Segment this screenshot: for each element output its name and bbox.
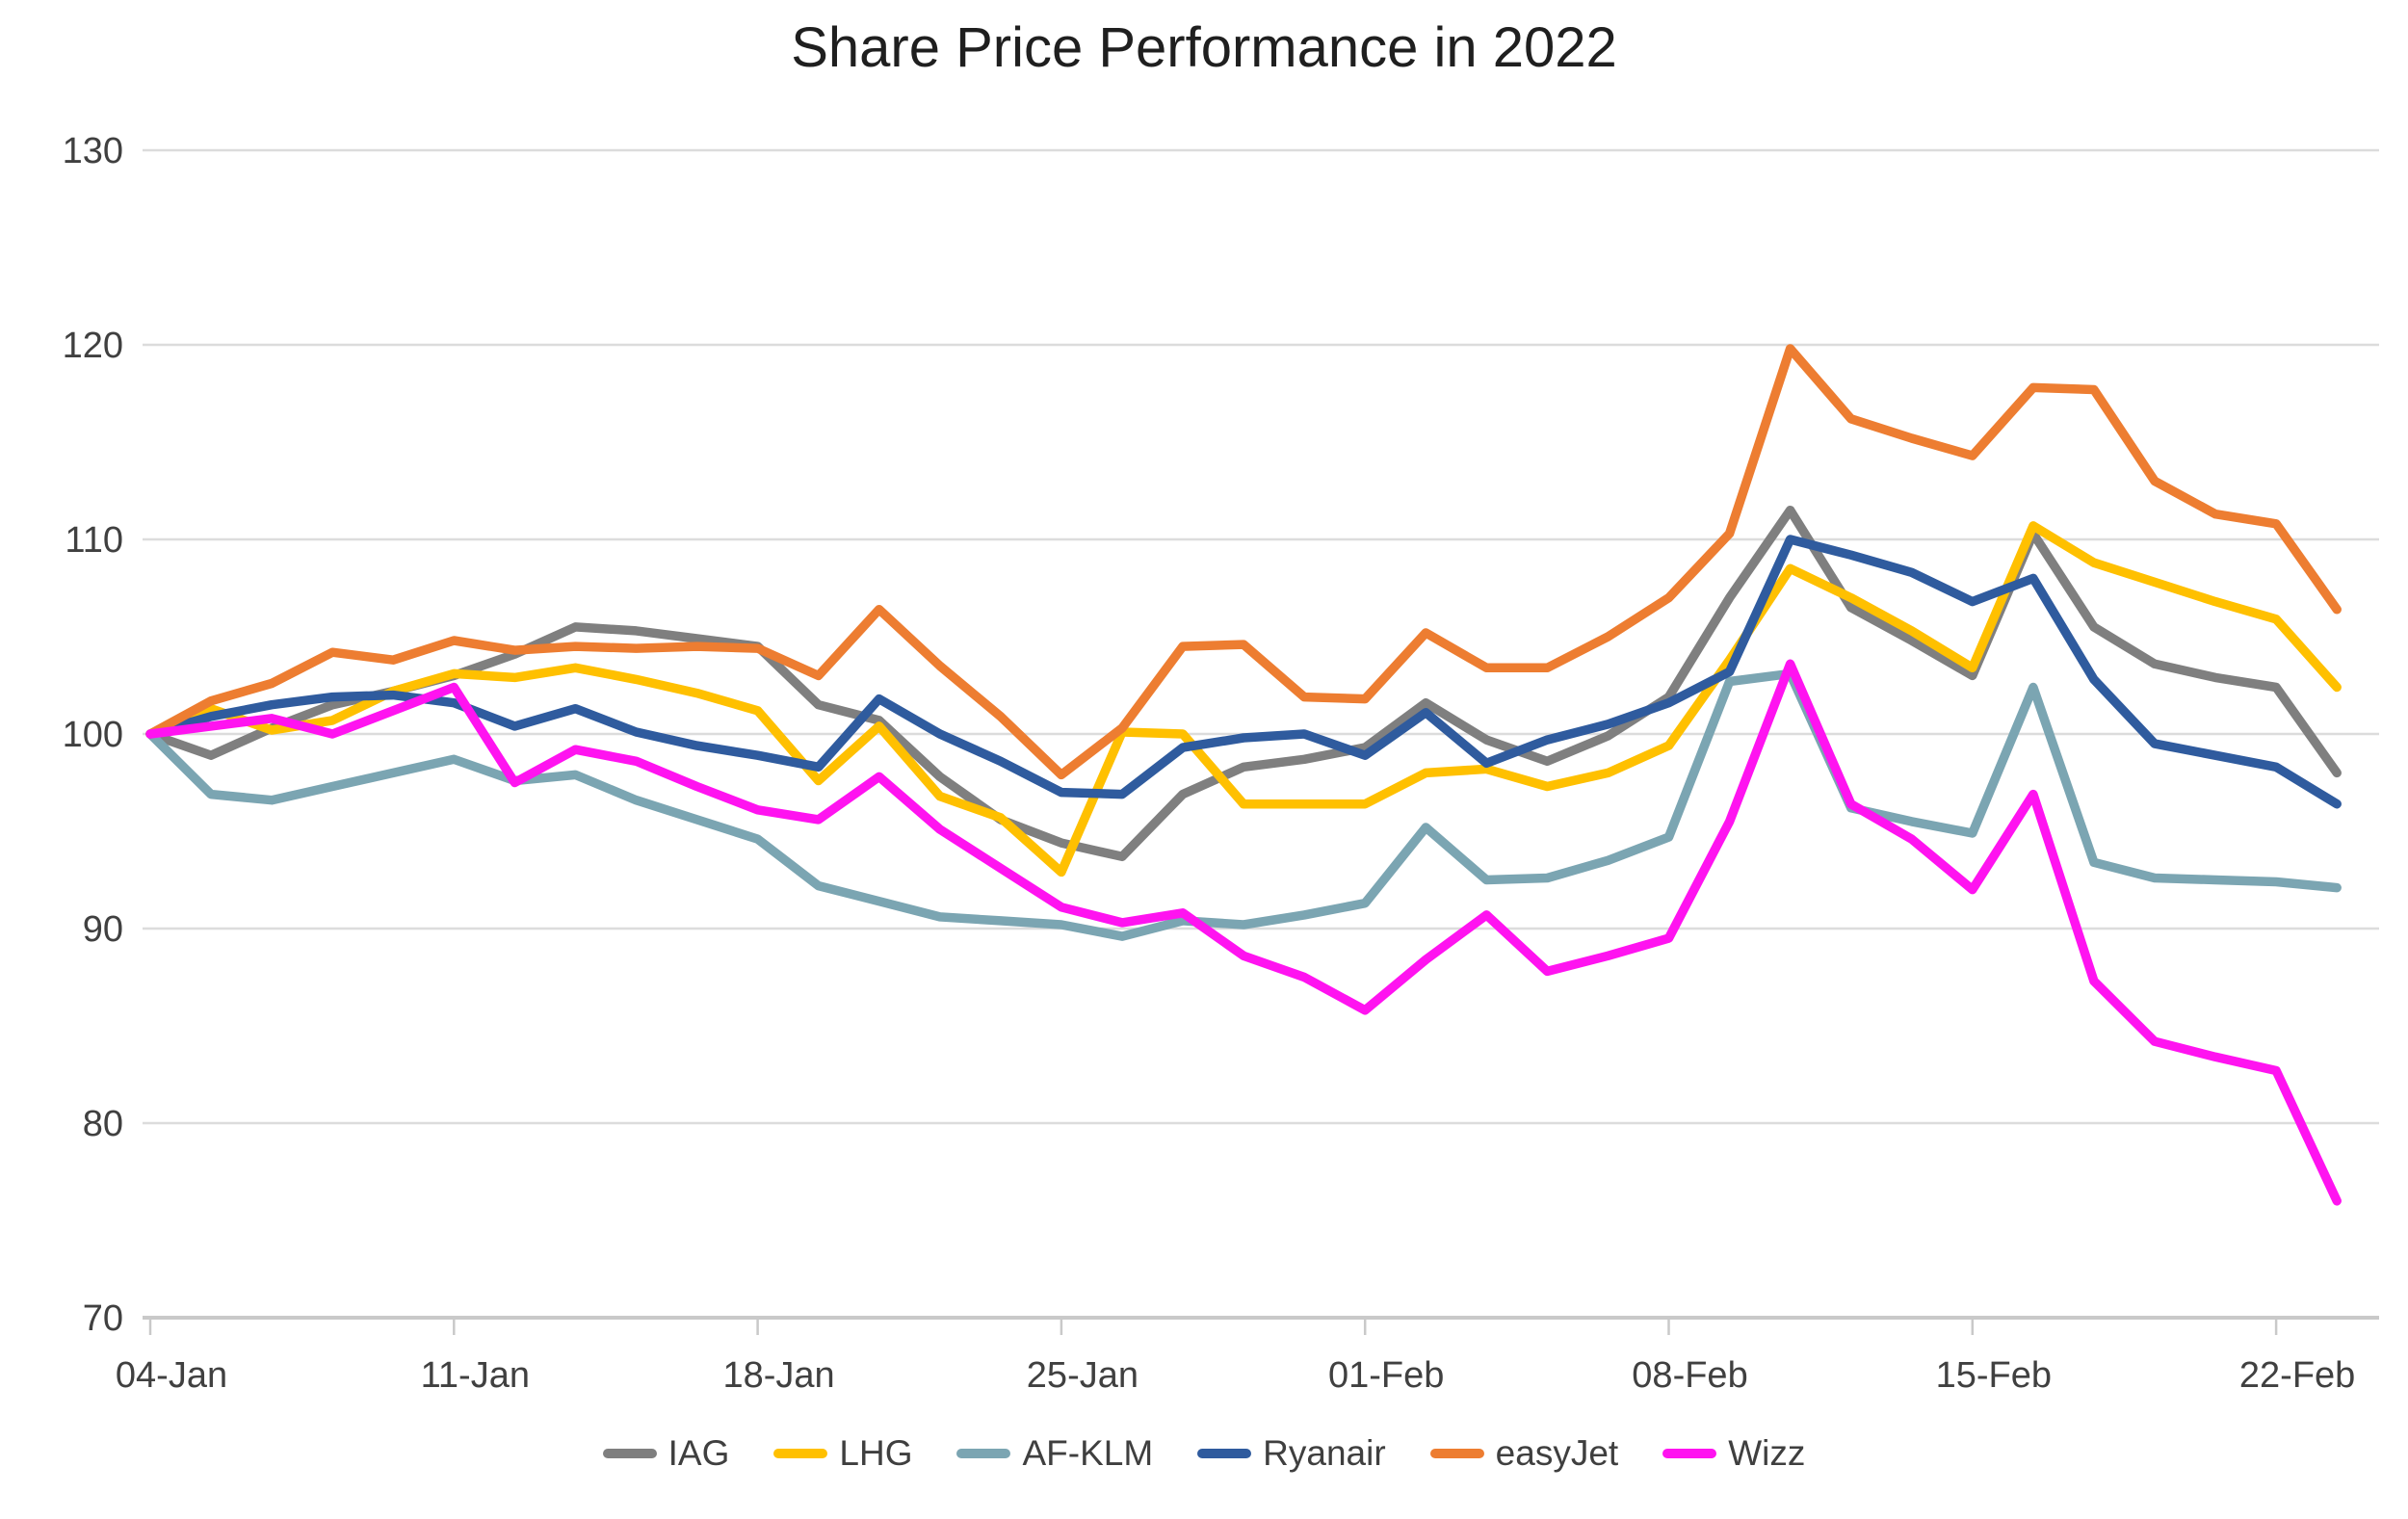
legend-swatch-icon [956, 1449, 1011, 1458]
series-line-ryanair[interactable] [145, 535, 2342, 809]
y-tick-label: 80 [83, 1104, 123, 1144]
series-line-lhg[interactable] [145, 521, 2342, 877]
legend-label: LHG [839, 1433, 913, 1473]
legend-item-easyjet[interactable]: easyJet [1429, 1433, 1619, 1474]
x-tick-label: 22-Feb [2239, 1355, 2355, 1396]
legend-label: Ryanair [1263, 1433, 1386, 1473]
x-tick-label: 04-Jan [116, 1355, 227, 1396]
legend-swatch-icon [1662, 1449, 1717, 1458]
legend-item-lhg[interactable]: LHG [773, 1433, 912, 1474]
legend-item-ryanair[interactable]: Ryanair [1197, 1433, 1386, 1474]
series-line-easyjet[interactable] [145, 344, 2342, 780]
legend-swatch-icon [1197, 1449, 1252, 1458]
y-tick-label: 100 [63, 715, 123, 755]
legend-label: AF-KLM [1022, 1433, 1154, 1473]
series-line-wizz[interactable] [145, 659, 2342, 1206]
x-tick-label: 08-Feb [1632, 1355, 1747, 1396]
y-tick-label: 130 [63, 131, 123, 171]
x-tick-label: 15-Feb [1936, 1355, 2052, 1396]
legend-swatch-icon [1429, 1449, 1484, 1458]
legend-swatch-icon [773, 1449, 828, 1458]
legend-item-iag[interactable]: IAG [602, 1433, 730, 1474]
y-tick-label: 110 [65, 520, 123, 561]
legend-swatch-icon [602, 1449, 657, 1458]
x-tick-label: 11-Jan [421, 1355, 530, 1396]
y-tick-label: 70 [83, 1298, 123, 1339]
x-tick-label: 25-Jan [1027, 1355, 1139, 1396]
legend-item-af-klm[interactable]: AF-KLM [956, 1433, 1153, 1474]
legend: IAG LHG AF-KLM Ryanair easyJet Wizz [0, 1433, 2408, 1474]
legend-item-wizz[interactable]: Wizz [1662, 1433, 1805, 1474]
legend-label: easyJet [1495, 1433, 1619, 1473]
x-tick-label: 01-Feb [1328, 1355, 1444, 1396]
legend-label: IAG [667, 1433, 730, 1473]
chart-title: Share Price Performance in 2022 [791, 16, 1617, 79]
legend-label: Wizz [1728, 1433, 1806, 1473]
y-tick-label: 90 [83, 909, 123, 950]
x-tick-label: 18-Jan [722, 1355, 834, 1396]
y-tick-label: 120 [63, 326, 123, 366]
